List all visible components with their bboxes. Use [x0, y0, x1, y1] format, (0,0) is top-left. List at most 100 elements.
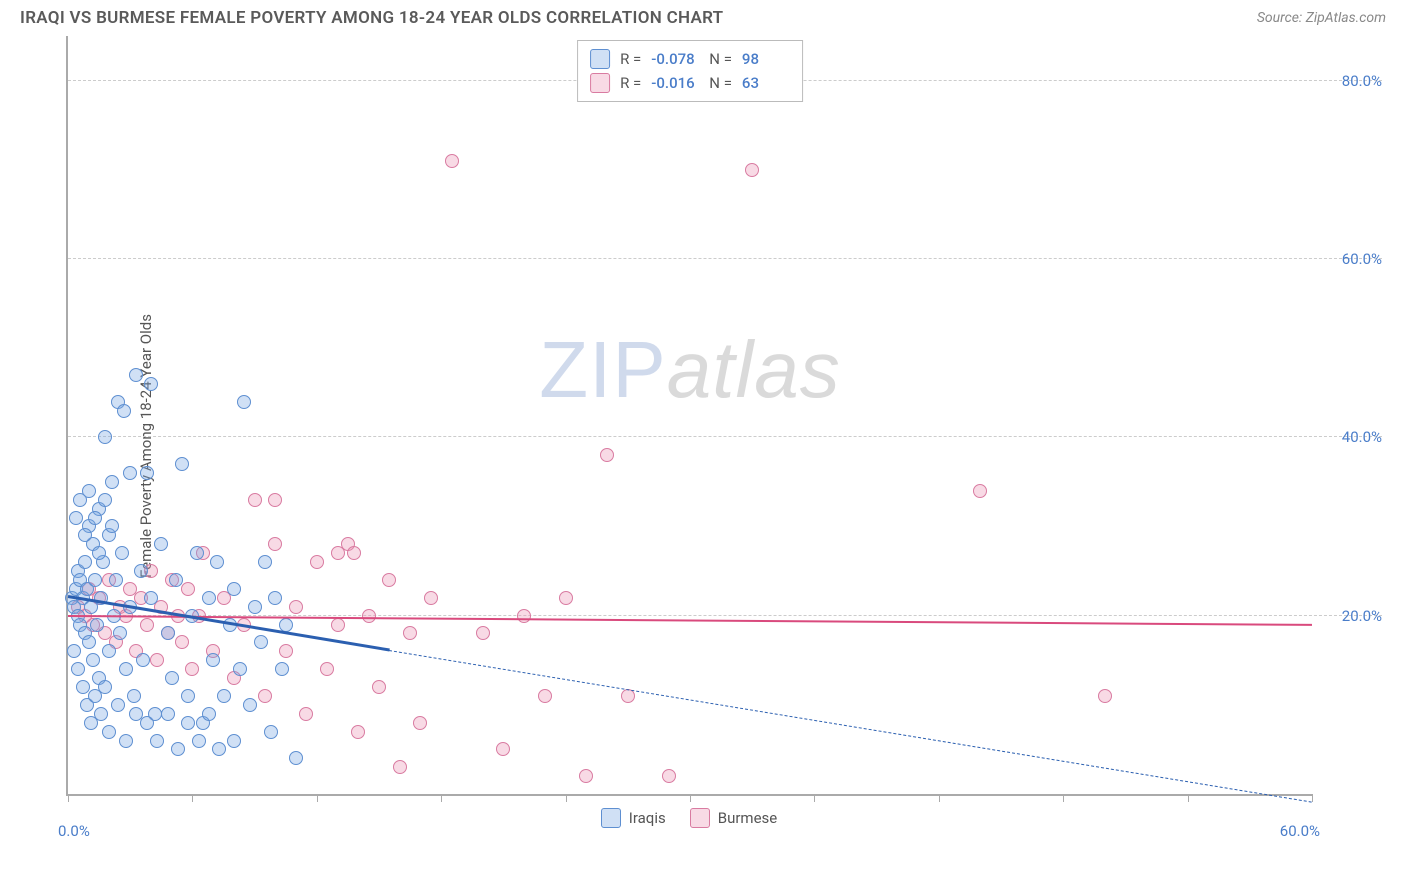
- data-point: [181, 582, 195, 596]
- data-point: [310, 555, 324, 569]
- data-point: [82, 635, 96, 649]
- data-point: [351, 725, 365, 739]
- x-tick-mark: [441, 794, 442, 802]
- data-point: [212, 742, 226, 756]
- trend-line: [68, 615, 1312, 626]
- data-point: [496, 742, 510, 756]
- data-point: [192, 734, 206, 748]
- data-point: [206, 653, 220, 667]
- data-point: [258, 689, 272, 703]
- data-point: [171, 742, 185, 756]
- data-point: [745, 163, 759, 177]
- x-tick-mark: [317, 794, 318, 802]
- data-point: [202, 707, 216, 721]
- data-point: [181, 689, 195, 703]
- swatch-iraqis-icon: [601, 808, 621, 828]
- gridline: [68, 258, 1382, 259]
- data-point: [382, 573, 396, 587]
- data-point: [289, 751, 303, 765]
- data-point: [973, 484, 987, 498]
- series-legend: Iraqis Burmese: [66, 808, 1312, 828]
- data-point: [119, 662, 133, 676]
- data-point: [538, 689, 552, 703]
- n-value-burmese: 63: [742, 74, 790, 92]
- chart-area: Female Poverty Among 18-24 Year Olds ZIP…: [20, 36, 1386, 856]
- data-point: [275, 662, 289, 676]
- data-point: [102, 644, 116, 658]
- data-point: [109, 573, 123, 587]
- data-point: [268, 591, 282, 605]
- data-point: [136, 653, 150, 667]
- x-tick-mark: [192, 794, 193, 802]
- y-tick-label: 40.0%: [1320, 428, 1382, 446]
- data-point: [119, 734, 133, 748]
- data-point: [113, 626, 127, 640]
- n-value-iraqis: 98: [742, 50, 790, 68]
- watermark-atlas: atlas: [667, 325, 841, 414]
- data-point: [105, 475, 119, 489]
- x-tick-mark: [68, 794, 69, 802]
- data-point: [94, 707, 108, 721]
- data-point: [227, 734, 241, 748]
- data-point: [67, 644, 81, 658]
- data-point: [140, 466, 154, 480]
- data-point: [76, 680, 90, 694]
- data-point: [233, 662, 247, 676]
- data-point: [88, 573, 102, 587]
- data-point: [331, 546, 345, 560]
- data-point: [445, 154, 459, 168]
- data-point: [210, 555, 224, 569]
- data-point: [71, 662, 85, 676]
- x-tick-mark: [690, 794, 691, 802]
- data-point: [600, 448, 614, 462]
- data-point: [102, 725, 116, 739]
- watermark: ZIPatlas: [539, 324, 840, 416]
- data-point: [144, 377, 158, 391]
- data-point: [217, 689, 231, 703]
- data-point: [78, 528, 92, 542]
- data-point: [150, 653, 164, 667]
- data-point: [190, 546, 204, 560]
- data-point: [165, 671, 179, 685]
- data-point: [175, 635, 189, 649]
- data-point: [268, 493, 282, 507]
- y-tick-label: 60.0%: [1320, 250, 1382, 268]
- data-point: [476, 626, 490, 640]
- data-point: [144, 591, 158, 605]
- data-point: [662, 769, 676, 783]
- data-point: [254, 635, 268, 649]
- r-value-iraqis: -0.078: [651, 50, 699, 68]
- data-point: [69, 511, 83, 525]
- data-point: [202, 591, 216, 605]
- data-point: [98, 493, 112, 507]
- data-point: [517, 609, 531, 623]
- data-point: [127, 689, 141, 703]
- data-point: [1098, 689, 1112, 703]
- data-point: [248, 493, 262, 507]
- swatch-iraqis-icon: [590, 49, 610, 69]
- data-point: [117, 404, 131, 418]
- data-point: [299, 707, 313, 721]
- data-point: [134, 564, 148, 578]
- data-point: [92, 546, 106, 560]
- data-point: [161, 707, 175, 721]
- x-tick-mark: [939, 794, 940, 802]
- data-point: [258, 555, 272, 569]
- x-tick-mark: [1188, 794, 1189, 802]
- data-point: [248, 600, 262, 614]
- data-point: [129, 368, 143, 382]
- data-point: [88, 511, 102, 525]
- data-point: [243, 698, 257, 712]
- correlation-legend: R = -0.078 N = 98 R = -0.016 N = 63: [577, 40, 803, 102]
- legend-item-iraqis: Iraqis: [601, 808, 666, 828]
- x-tick-mark: [566, 794, 567, 802]
- legend-label-iraqis: Iraqis: [629, 809, 666, 827]
- legend-item-burmese: Burmese: [690, 808, 778, 828]
- data-point: [88, 689, 102, 703]
- data-point: [393, 760, 407, 774]
- data-point: [169, 573, 183, 587]
- x-tick-mark: [814, 794, 815, 802]
- data-point: [279, 644, 293, 658]
- data-point: [424, 591, 438, 605]
- correlation-row-iraqis: R = -0.078 N = 98: [590, 47, 790, 71]
